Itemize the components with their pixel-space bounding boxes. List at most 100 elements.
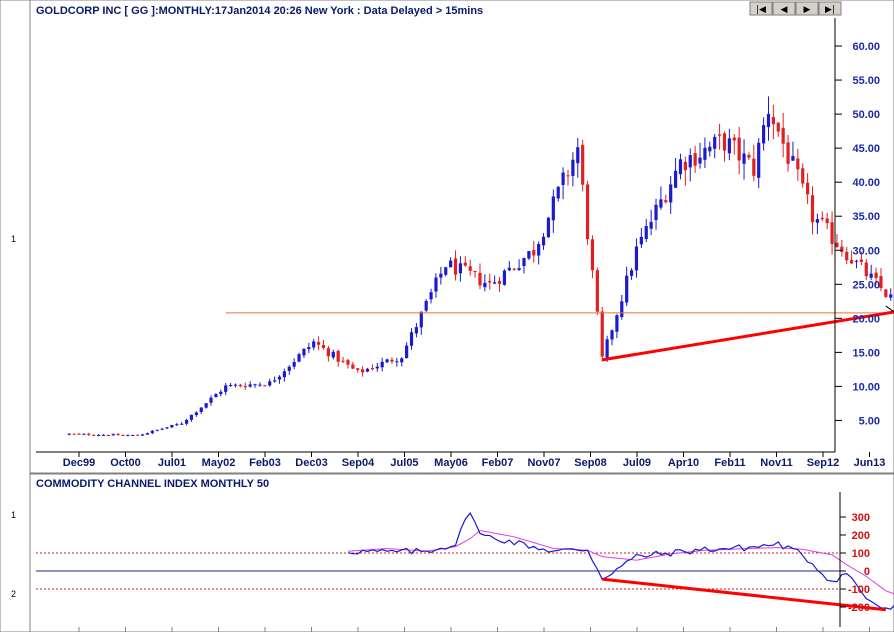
candle	[126, 434, 130, 437]
candle	[546, 216, 551, 238]
candle	[879, 268, 883, 292]
candle	[722, 131, 727, 162]
cci-lines	[347, 512, 894, 612]
candle	[854, 259, 859, 269]
candle	[96, 434, 101, 437]
cci-y-tick-label: 0	[864, 566, 870, 578]
first-button[interactable]: |◀	[749, 1, 773, 16]
candle	[214, 393, 218, 398]
price-x-tick-label: Feb03	[249, 457, 281, 469]
candle	[317, 336, 321, 351]
candle	[806, 173, 810, 205]
price-x-tick-label: Dec03	[295, 457, 327, 469]
price-x-tick-label: May02	[202, 457, 236, 469]
candle	[468, 259, 472, 276]
candle	[346, 358, 350, 369]
cci-y-tick-label: 300	[852, 512, 870, 524]
price-y-tick-label: 50.00	[852, 109, 880, 121]
candle	[204, 403, 208, 409]
candle	[776, 122, 780, 137]
candle	[155, 429, 159, 432]
candle	[106, 434, 110, 436]
first-icon: |◀	[756, 5, 766, 15]
candle	[67, 433, 71, 436]
price-y-tick-label: 55.00	[852, 75, 880, 87]
candle	[292, 358, 296, 370]
candle	[419, 311, 423, 335]
price-trendline	[601, 310, 894, 362]
candle	[268, 378, 272, 387]
candle	[478, 263, 482, 290]
candle	[101, 434, 106, 436]
candle	[673, 157, 678, 189]
price-y-tick-label: 25.00	[852, 279, 880, 291]
candle	[429, 288, 433, 304]
candle	[771, 104, 775, 140]
price-short-trendline	[885, 305, 894, 313]
candle	[845, 247, 849, 265]
candle	[497, 276, 502, 293]
candle	[600, 306, 604, 362]
price-x-axis: Dec99 Oct00 Jul01 May02 Feb03 Dec03 Sep04 Jul05…	[63, 452, 885, 469]
candle	[835, 234, 839, 248]
candle	[532, 241, 536, 263]
candle	[282, 368, 286, 382]
candle	[302, 348, 306, 359]
candle	[576, 137, 580, 178]
price-y-tick-label: 60.00	[852, 41, 880, 53]
candle	[654, 198, 658, 230]
price-x-tick-label: Sep08	[574, 457, 606, 469]
candle	[331, 349, 335, 360]
candle	[629, 268, 634, 280]
candle	[409, 328, 414, 350]
candle	[664, 194, 668, 204]
candle	[307, 342, 311, 353]
candle	[732, 133, 736, 155]
candle	[140, 433, 145, 436]
nav-button-face	[749, 1, 773, 16]
price-y-axis: 60.00 55.00 50.00 45.00 40.00 35.00 30.00 25.00…	[834, 18, 880, 452]
candle	[111, 433, 115, 436]
nav-button-face	[818, 1, 842, 16]
candle	[209, 395, 213, 406]
next-button[interactable]: ▶	[795, 1, 819, 16]
candle	[273, 376, 277, 383]
candle	[766, 96, 771, 141]
candle	[336, 349, 340, 367]
price-y-tick-label: 45.00	[852, 143, 880, 155]
candle	[434, 273, 438, 298]
candle	[678, 153, 683, 180]
candle	[253, 383, 257, 388]
candle	[791, 141, 795, 161]
candle	[781, 112, 785, 158]
prev-button[interactable]: ◀	[772, 1, 796, 16]
candle	[556, 185, 560, 202]
candle	[233, 383, 238, 388]
pane-label: 1	[11, 234, 16, 244]
pane-label: 1	[11, 510, 16, 520]
price-y-tick-label: 20.00	[852, 313, 880, 325]
candle	[160, 427, 164, 431]
candle	[571, 152, 575, 187]
chart-title: GOLDCORP INC [ GG ]:MONTHLY:17Jan2014 20…	[36, 5, 483, 17]
candle	[458, 256, 463, 282]
candle	[248, 381, 252, 388]
candle	[82, 433, 86, 435]
candle	[815, 213, 819, 234]
cci-y-tick-label: 200	[852, 530, 870, 542]
candle	[717, 123, 722, 150]
candle	[512, 267, 516, 271]
candle	[649, 209, 653, 236]
candle	[502, 269, 507, 286]
price-y-tick-label: 15.00	[852, 347, 880, 359]
price-x-tick-label: Apr10	[668, 457, 699, 469]
price-x-tick-label: Sep04	[342, 457, 375, 469]
candle	[713, 133, 717, 159]
last-button[interactable]: ▶|	[818, 1, 842, 16]
price-candles	[67, 96, 893, 437]
cci-line	[347, 512, 894, 610]
candle	[825, 212, 829, 230]
candle	[121, 434, 125, 436]
candle	[341, 356, 345, 364]
candle	[116, 433, 120, 436]
